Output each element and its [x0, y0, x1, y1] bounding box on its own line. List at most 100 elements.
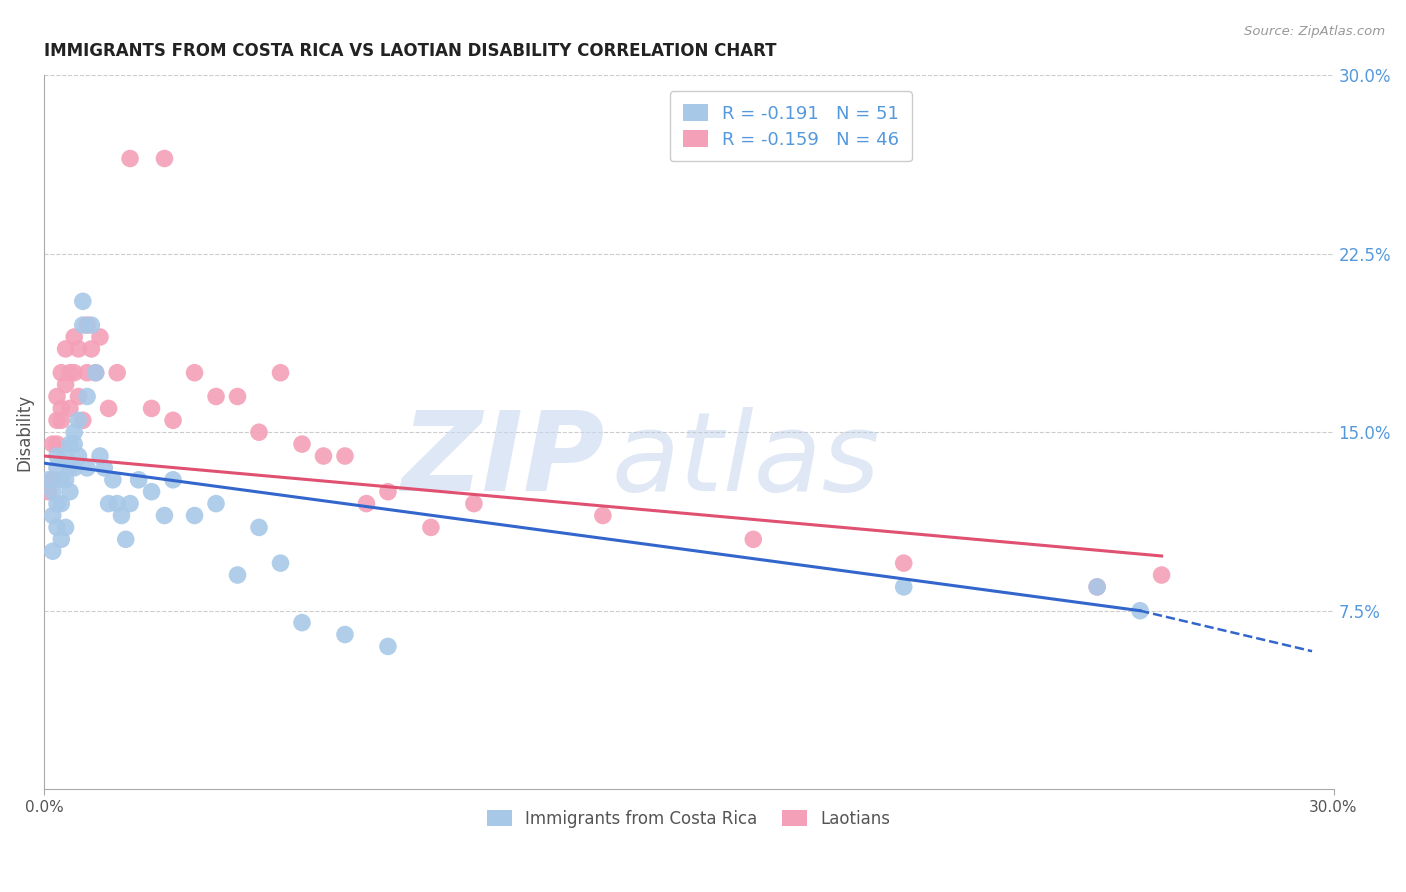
Point	[105, 366, 128, 380]
Point	[162, 473, 184, 487]
Point	[59, 484, 82, 499]
Point	[226, 568, 249, 582]
Point	[205, 497, 228, 511]
Point	[55, 449, 77, 463]
Point	[153, 508, 176, 523]
Point	[114, 533, 136, 547]
Point	[105, 497, 128, 511]
Point	[46, 520, 69, 534]
Text: Source: ZipAtlas.com: Source: ZipAtlas.com	[1244, 25, 1385, 38]
Point	[41, 484, 63, 499]
Point	[247, 425, 270, 440]
Text: atlas: atlas	[612, 408, 880, 515]
Point	[270, 366, 292, 380]
Point	[37, 484, 59, 499]
Point	[55, 520, 77, 534]
Point	[46, 390, 69, 404]
Point	[141, 401, 163, 416]
Point	[162, 413, 184, 427]
Point	[55, 342, 77, 356]
Point	[76, 390, 98, 404]
Point	[183, 366, 205, 380]
Point	[1085, 580, 1108, 594]
Point	[51, 401, 73, 416]
Point	[51, 533, 73, 547]
Point	[76, 461, 98, 475]
Point	[97, 401, 120, 416]
Point	[226, 390, 249, 404]
Point	[72, 294, 94, 309]
Point	[93, 461, 115, 475]
Point	[120, 152, 142, 166]
Point	[333, 449, 356, 463]
Point	[76, 318, 98, 332]
Point	[419, 520, 441, 534]
Point	[55, 473, 77, 487]
Point	[893, 580, 915, 594]
Point	[141, 484, 163, 499]
Point	[67, 449, 90, 463]
Point	[356, 497, 378, 511]
Point	[89, 330, 111, 344]
Point	[63, 437, 86, 451]
Point	[592, 508, 614, 523]
Point	[72, 318, 94, 332]
Point	[84, 366, 107, 380]
Point	[97, 497, 120, 511]
Text: IMMIGRANTS FROM COSTA RICA VS LAOTIAN DISABILITY CORRELATION CHART: IMMIGRANTS FROM COSTA RICA VS LAOTIAN DI…	[44, 42, 776, 60]
Point	[377, 640, 399, 654]
Point	[1129, 604, 1152, 618]
Point	[59, 437, 82, 451]
Point	[67, 390, 90, 404]
Point	[128, 473, 150, 487]
Point	[67, 413, 90, 427]
Point	[37, 473, 59, 487]
Point	[742, 533, 765, 547]
Point	[893, 556, 915, 570]
Point	[80, 318, 103, 332]
Point	[120, 497, 142, 511]
Point	[463, 497, 485, 511]
Text: ZIP: ZIP	[402, 408, 605, 515]
Point	[205, 390, 228, 404]
Point	[80, 342, 103, 356]
Y-axis label: Disability: Disability	[15, 393, 32, 471]
Point	[51, 366, 73, 380]
Point	[110, 508, 132, 523]
Point	[291, 437, 314, 451]
Point	[247, 520, 270, 534]
Point	[46, 449, 69, 463]
Point	[63, 425, 86, 440]
Point	[41, 473, 63, 487]
Point	[51, 473, 73, 487]
Point	[51, 497, 73, 511]
Point	[84, 366, 107, 380]
Point	[51, 413, 73, 427]
Point	[291, 615, 314, 630]
Point	[67, 342, 90, 356]
Point	[312, 449, 335, 463]
Point	[41, 508, 63, 523]
Point	[270, 556, 292, 570]
Point	[1085, 580, 1108, 594]
Point	[333, 627, 356, 641]
Point	[76, 366, 98, 380]
Point	[89, 449, 111, 463]
Point	[46, 413, 69, 427]
Point	[59, 401, 82, 416]
Point	[59, 461, 82, 475]
Legend: Immigrants from Costa Rica, Laotians: Immigrants from Costa Rica, Laotians	[481, 803, 897, 834]
Point	[153, 152, 176, 166]
Point	[63, 366, 86, 380]
Point	[72, 413, 94, 427]
Point	[41, 437, 63, 451]
Point	[46, 461, 69, 475]
Point	[377, 484, 399, 499]
Point	[46, 497, 69, 511]
Point	[59, 366, 82, 380]
Point	[41, 544, 63, 558]
Point	[101, 473, 124, 487]
Point	[63, 330, 86, 344]
Point	[183, 508, 205, 523]
Point	[46, 437, 69, 451]
